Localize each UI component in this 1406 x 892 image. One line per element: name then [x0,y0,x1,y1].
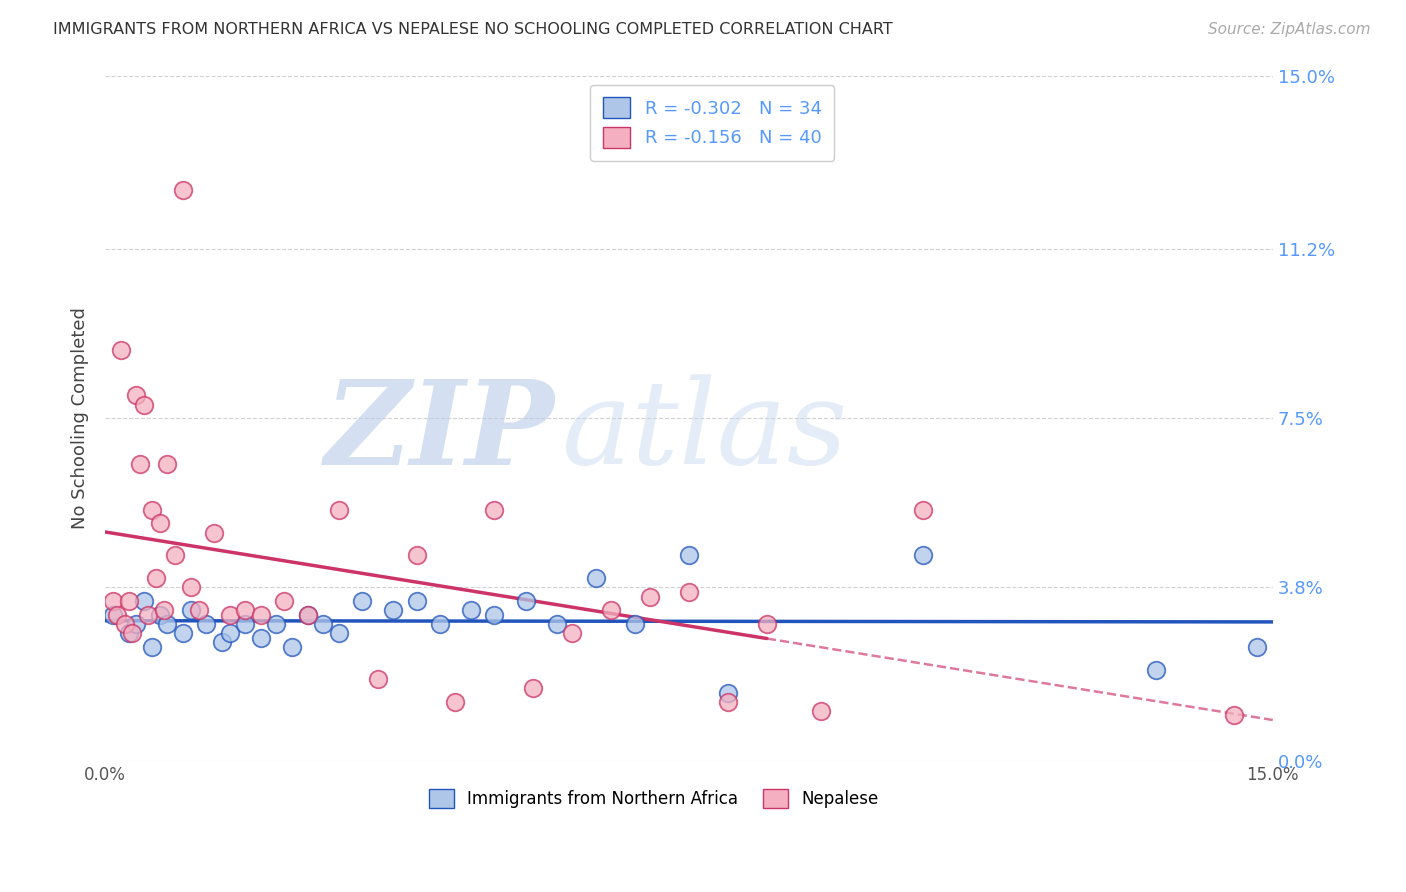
Point [152,603,174,617]
Point [352,594,374,608]
Point [444,695,467,709]
Point [1246,640,1268,654]
Point [429,617,451,632]
Point [156,617,179,632]
Point [117,626,139,640]
Point [600,603,623,617]
Point [180,581,202,595]
Point [1144,663,1167,677]
Point [297,607,319,622]
Point [911,502,934,516]
Point [638,590,661,604]
Point [281,640,304,654]
Point [405,594,427,608]
Point [233,603,256,617]
Point [678,549,700,563]
Point [195,617,218,632]
Point [515,594,537,608]
Text: ZIP: ZIP [325,375,555,490]
Point [110,343,132,357]
Point [202,525,225,540]
Point [136,607,159,622]
Point [218,626,240,640]
Point [145,571,167,585]
Point [382,603,405,617]
Point [717,695,740,709]
Point [460,603,482,617]
Point [405,549,427,563]
Point [273,594,295,608]
Point [134,594,156,608]
Point [172,183,194,197]
Point [717,685,740,699]
Point [218,607,240,622]
Point [367,672,389,686]
Point [141,502,163,516]
Point [911,549,934,563]
Text: IMMIGRANTS FROM NORTHERN AFRICA VS NEPALESE NO SCHOOLING COMPLETED CORRELATION C: IMMIGRANTS FROM NORTHERN AFRICA VS NEPAL… [53,22,893,37]
Text: Source: ZipAtlas.com: Source: ZipAtlas.com [1208,22,1371,37]
Point [585,571,607,585]
Point [114,617,136,632]
Point [125,617,148,632]
Point [623,617,645,632]
Text: atlas: atlas [561,375,846,490]
Point [484,502,506,516]
Point [149,607,172,622]
Point [121,626,143,640]
Point [105,607,128,622]
Point [180,603,202,617]
Point [755,617,778,632]
Point [165,549,187,563]
Point [141,640,163,654]
Point [561,626,583,640]
Point [266,617,288,632]
Y-axis label: No Schooling Completed: No Schooling Completed [72,308,89,529]
Point [522,681,544,695]
Point [678,585,700,599]
Point [250,607,273,622]
Point [172,626,194,640]
Point [312,617,335,632]
Point [101,594,124,608]
Point [134,398,156,412]
Point [328,626,350,640]
Legend: Immigrants from Northern Africa, Nepalese: Immigrants from Northern Africa, Nepales… [422,782,886,814]
Point [129,457,152,471]
Point [297,607,319,622]
Point [328,502,350,516]
Point [546,617,568,632]
Point [117,594,139,608]
Point [810,704,832,718]
Point [187,603,209,617]
Point [211,635,233,649]
Point [101,607,124,622]
Point [1223,708,1246,723]
Point [233,617,256,632]
Point [149,516,172,531]
Point [156,457,179,471]
Point [250,631,273,645]
Point [125,388,148,402]
Point [484,607,506,622]
